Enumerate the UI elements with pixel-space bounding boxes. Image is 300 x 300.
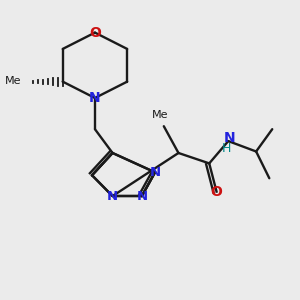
Text: H: H [222, 142, 232, 155]
Text: N: N [224, 130, 236, 145]
Text: Me: Me [4, 76, 21, 86]
Text: O: O [211, 184, 223, 199]
Text: N: N [136, 190, 147, 202]
Text: N: N [149, 166, 161, 179]
Text: Me: Me [152, 110, 169, 120]
Text: O: O [89, 26, 101, 40]
Text: N: N [89, 91, 101, 105]
Text: N: N [107, 190, 118, 202]
